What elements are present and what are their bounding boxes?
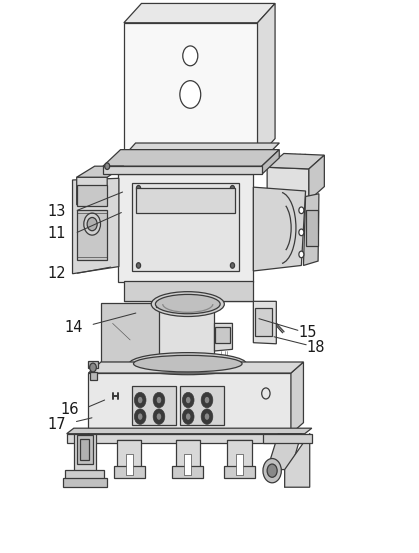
- Circle shape: [134, 409, 146, 424]
- Circle shape: [263, 458, 281, 483]
- Circle shape: [185, 396, 191, 404]
- Polygon shape: [267, 154, 324, 169]
- Text: 18: 18: [307, 340, 325, 354]
- Polygon shape: [88, 373, 291, 434]
- Circle shape: [105, 163, 110, 169]
- Text: 14: 14: [65, 320, 83, 335]
- Circle shape: [153, 392, 165, 408]
- Circle shape: [156, 396, 162, 404]
- Bar: [180, 386, 224, 425]
- Polygon shape: [291, 362, 303, 434]
- Circle shape: [153, 409, 165, 424]
- Polygon shape: [124, 23, 258, 158]
- Circle shape: [180, 81, 201, 108]
- Polygon shape: [215, 324, 233, 351]
- Circle shape: [230, 263, 235, 268]
- Bar: [77, 210, 107, 260]
- Ellipse shape: [151, 291, 224, 316]
- Circle shape: [201, 392, 213, 408]
- Circle shape: [182, 409, 194, 424]
- Bar: [77, 435, 93, 464]
- Bar: [184, 454, 191, 475]
- Circle shape: [87, 217, 97, 231]
- Polygon shape: [103, 166, 262, 174]
- Circle shape: [185, 413, 191, 420]
- Polygon shape: [172, 466, 203, 478]
- Polygon shape: [67, 434, 305, 443]
- Polygon shape: [118, 174, 253, 282]
- Text: 13: 13: [48, 204, 66, 219]
- Polygon shape: [132, 182, 239, 271]
- Polygon shape: [124, 281, 253, 301]
- Polygon shape: [303, 194, 319, 265]
- Polygon shape: [253, 301, 276, 344]
- Circle shape: [182, 392, 194, 408]
- Bar: [88, 361, 98, 368]
- Polygon shape: [309, 155, 324, 200]
- Bar: [256, 309, 272, 336]
- Circle shape: [183, 46, 198, 66]
- Text: 16: 16: [60, 403, 79, 418]
- Polygon shape: [65, 469, 104, 479]
- Bar: [126, 454, 133, 475]
- Circle shape: [204, 396, 210, 404]
- Text: 15: 15: [298, 325, 317, 340]
- Circle shape: [134, 392, 146, 408]
- Text: 11: 11: [48, 226, 66, 241]
- Circle shape: [267, 464, 277, 477]
- Ellipse shape: [155, 294, 220, 314]
- Ellipse shape: [134, 356, 242, 372]
- Bar: [305, 210, 318, 246]
- Polygon shape: [77, 166, 124, 177]
- Polygon shape: [120, 143, 279, 161]
- Polygon shape: [267, 434, 301, 469]
- Circle shape: [299, 251, 304, 258]
- Polygon shape: [285, 434, 310, 487]
- Bar: [236, 454, 243, 475]
- Circle shape: [299, 229, 304, 236]
- Bar: [90, 373, 97, 380]
- Bar: [132, 386, 176, 425]
- Ellipse shape: [129, 353, 246, 375]
- Polygon shape: [117, 440, 142, 467]
- Polygon shape: [101, 303, 160, 362]
- Bar: [137, 188, 235, 213]
- Circle shape: [137, 263, 141, 268]
- Polygon shape: [77, 177, 107, 205]
- Bar: [77, 213, 107, 257]
- Polygon shape: [156, 301, 217, 307]
- Circle shape: [230, 185, 235, 191]
- Polygon shape: [67, 428, 312, 434]
- Polygon shape: [228, 440, 252, 467]
- Polygon shape: [176, 440, 200, 467]
- Circle shape: [204, 413, 210, 420]
- Polygon shape: [267, 167, 309, 200]
- Bar: [77, 185, 107, 206]
- Polygon shape: [103, 150, 279, 166]
- Polygon shape: [72, 178, 119, 274]
- Text: 17: 17: [48, 417, 66, 432]
- Bar: [215, 327, 230, 343]
- Polygon shape: [159, 304, 214, 364]
- Polygon shape: [258, 3, 275, 158]
- Polygon shape: [253, 187, 305, 271]
- Circle shape: [137, 396, 143, 404]
- Bar: [80, 439, 89, 460]
- Polygon shape: [74, 434, 96, 471]
- Polygon shape: [262, 150, 279, 174]
- Circle shape: [137, 413, 143, 420]
- Circle shape: [84, 213, 101, 235]
- Text: 12: 12: [48, 266, 66, 281]
- Polygon shape: [224, 466, 255, 478]
- Circle shape: [90, 363, 96, 372]
- Polygon shape: [114, 466, 145, 478]
- Circle shape: [201, 409, 213, 424]
- Polygon shape: [263, 434, 312, 443]
- Circle shape: [299, 207, 304, 213]
- Polygon shape: [88, 362, 303, 373]
- Circle shape: [156, 413, 162, 420]
- Polygon shape: [62, 478, 107, 487]
- Polygon shape: [124, 3, 275, 23]
- Circle shape: [137, 185, 141, 191]
